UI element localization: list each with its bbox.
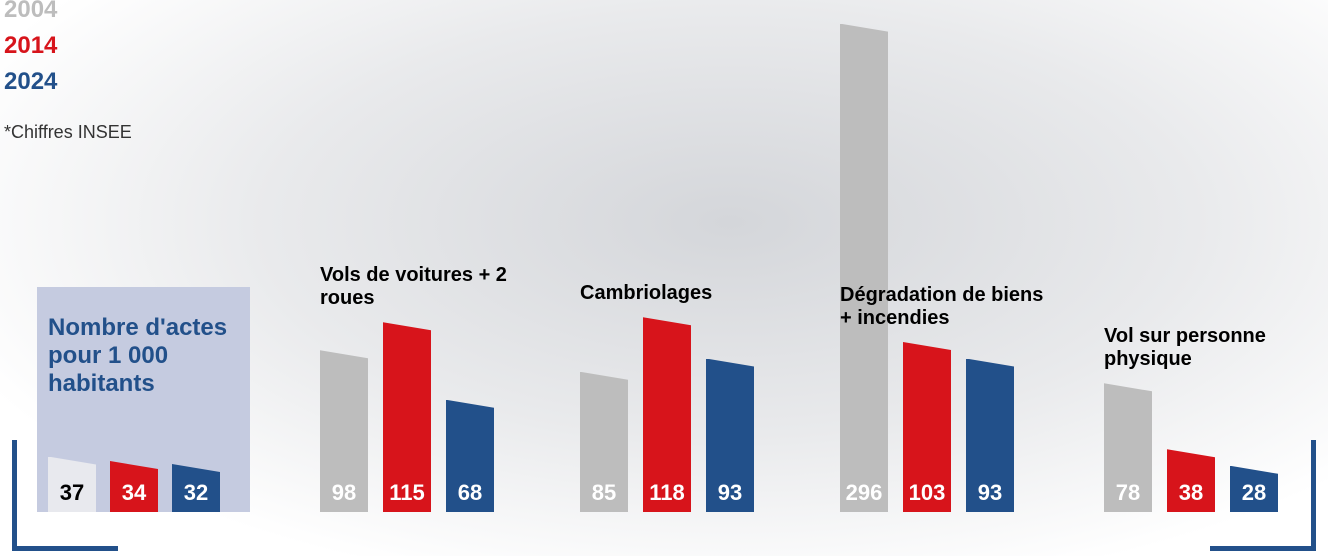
bracket bbox=[12, 440, 17, 550]
legend-entry: 2014 bbox=[4, 28, 57, 64]
bracket bbox=[1311, 440, 1316, 550]
summary-value-label: 37 bbox=[48, 480, 96, 506]
value-label: 118 bbox=[643, 480, 691, 506]
value-label: 93 bbox=[966, 480, 1014, 506]
category-label: Cambriolages bbox=[580, 282, 790, 305]
category-label: Dégradation de biens + incendies bbox=[840, 284, 1050, 330]
summary-value-label: 34 bbox=[110, 480, 158, 506]
value-label: 78 bbox=[1104, 480, 1152, 506]
value-label: 85 bbox=[580, 480, 628, 506]
value-label: 38 bbox=[1167, 480, 1215, 506]
value-label: 68 bbox=[446, 480, 494, 506]
value-label: 93 bbox=[706, 480, 754, 506]
note: *Chiffres INSEE bbox=[4, 122, 132, 143]
legend-entry: 2004 bbox=[4, 0, 57, 28]
category-label: Vol sur personne physique bbox=[1104, 325, 1314, 371]
bracket bbox=[12, 546, 118, 551]
chart: 200420142024 *Chiffres INSEE Nombre d'ac… bbox=[0, 0, 1328, 556]
summary-value-label: 32 bbox=[172, 480, 220, 506]
value-label: 103 bbox=[903, 480, 951, 506]
legend-entry: 2024 bbox=[4, 64, 57, 100]
bracket bbox=[1210, 546, 1316, 551]
value-label: 115 bbox=[383, 480, 431, 506]
value-label: 28 bbox=[1230, 480, 1278, 506]
bar bbox=[840, 24, 888, 512]
summary-title: Nombre d'actes pour 1 000 habitants bbox=[48, 314, 238, 398]
category-label: Vols de voitures + 2 roues bbox=[320, 264, 530, 310]
value-label: 296 bbox=[840, 480, 888, 506]
value-label: 98 bbox=[320, 480, 368, 506]
